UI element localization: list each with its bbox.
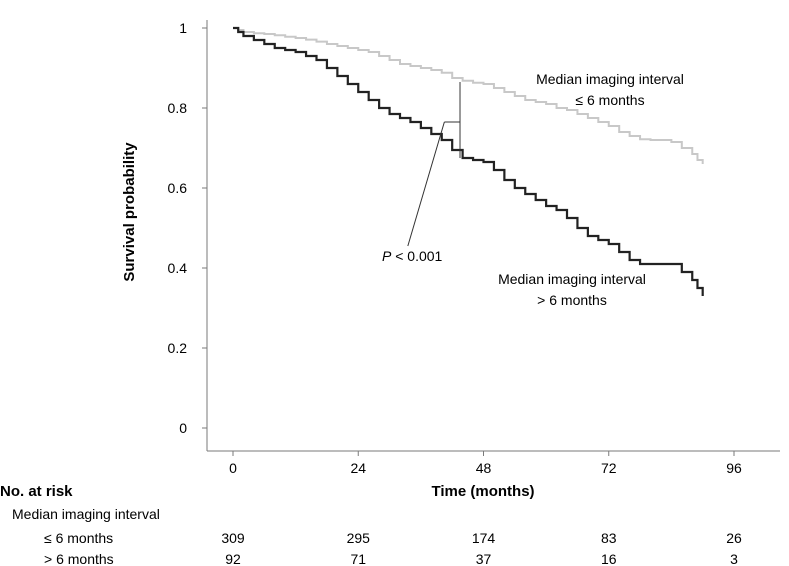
y-tick-label: 0.6 <box>168 180 188 196</box>
y-axis-title: Survival probability <box>121 142 138 282</box>
risk-value: 295 <box>347 530 371 546</box>
y-tick-label: 0.2 <box>168 340 188 356</box>
curve-le-6-months <box>233 27 704 164</box>
x-tick-label: 96 <box>726 460 742 476</box>
x-tick-label: 72 <box>601 460 617 476</box>
axes: 0 0.2 0.4 0.6 0.8 1 0 24 48 72 96 Time (months) Surv… <box>121 20 780 500</box>
x-axis-title: Time (months) <box>431 483 534 500</box>
risk-table-subtitle: Median imaging interval <box>12 506 160 522</box>
x-tick-label: 0 <box>229 460 237 476</box>
p-value-annotation: P < 0.001 <box>382 82 461 264</box>
p-value: < 0.001 <box>391 248 442 264</box>
risk-row-label: > 6 months <box>44 551 114 566</box>
risk-value: 71 <box>350 551 366 566</box>
series-label-line: Median imaging interval <box>498 271 646 287</box>
risk-value: 37 <box>476 551 492 566</box>
series-label-line: > 6 months <box>537 292 607 308</box>
risk-value: 174 <box>472 530 496 546</box>
y-tick-label: 0 <box>179 420 187 436</box>
series-labels: Median imaging interval ≤ 6 months Median … <box>498 71 684 308</box>
risk-table: No. at risk Median imaging interval ≤ 6 mo… <box>0 483 742 566</box>
x-tick-label: 48 <box>476 460 492 476</box>
series-label-line: Median imaging interval <box>536 71 684 87</box>
y-tick-label: 0.8 <box>168 100 188 116</box>
risk-table-title: No. at risk <box>0 483 73 500</box>
risk-value: 92 <box>225 551 241 566</box>
risk-value: 26 <box>726 530 742 546</box>
y-tick-label: 1 <box>179 20 187 36</box>
p-symbol: P <box>382 248 392 264</box>
risk-value: 3 <box>730 551 738 566</box>
risk-value: 309 <box>221 530 245 546</box>
y-tick-label: 0.4 <box>168 260 188 276</box>
p-leader-line <box>407 121 445 247</box>
p-value-text: P < 0.001 <box>382 248 443 264</box>
series-label-line: ≤ 6 months <box>575 92 644 108</box>
risk-value: 83 <box>601 530 617 546</box>
x-tick-label: 24 <box>350 460 366 476</box>
curve-gt-6-months <box>233 26 704 296</box>
risk-value: 16 <box>601 551 617 566</box>
survival-curves <box>233 26 704 296</box>
risk-row-label: ≤ 6 months <box>44 530 113 546</box>
